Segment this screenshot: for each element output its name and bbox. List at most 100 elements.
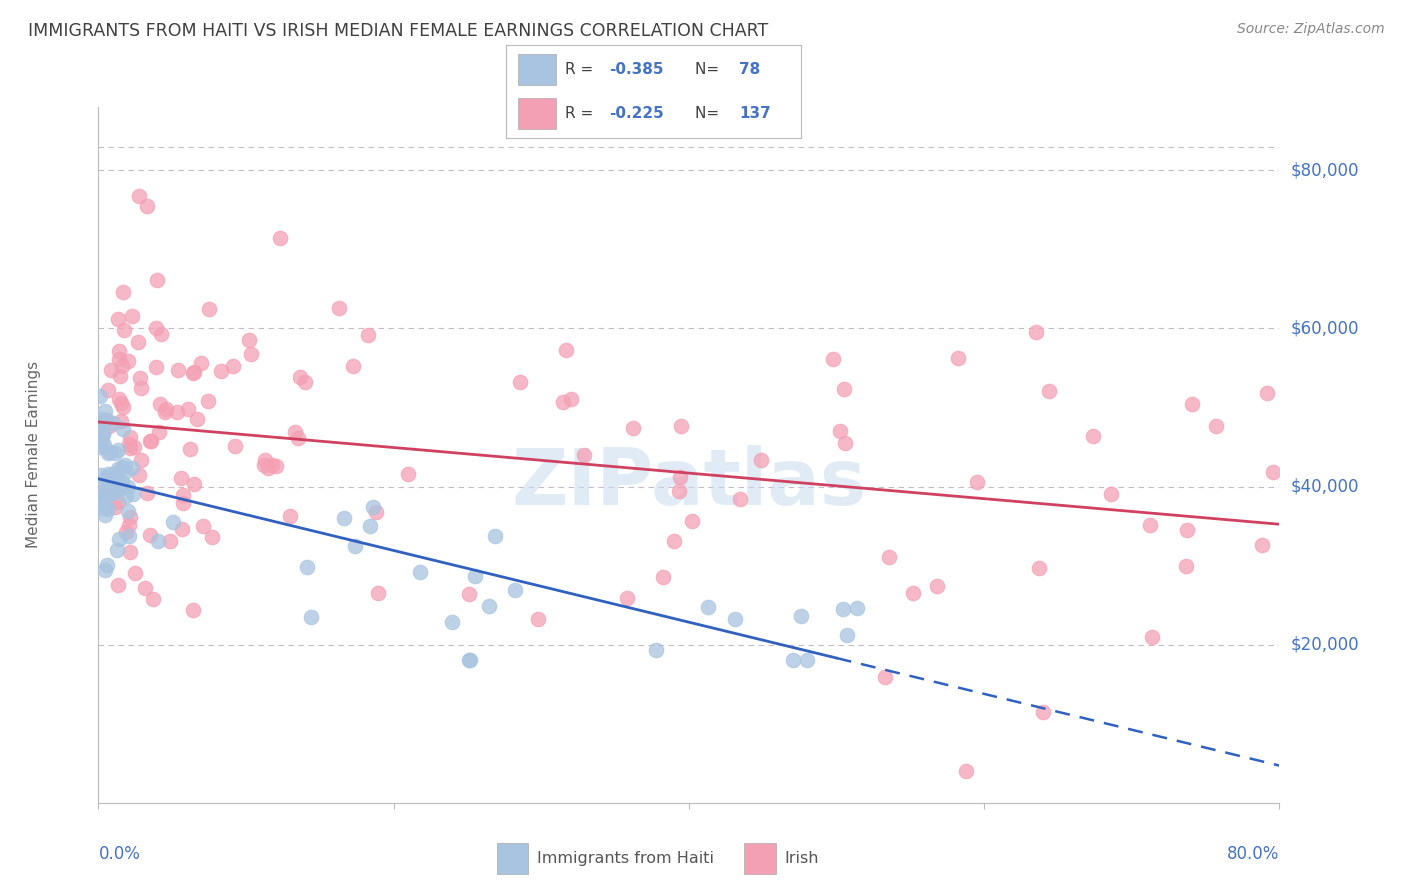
Irish [396, 467, 419, 482]
Irish [1038, 384, 1060, 398]
Irish [269, 231, 291, 245]
Irish [555, 343, 578, 357]
Irish [159, 534, 181, 549]
Text: R =: R = [565, 62, 599, 77]
Immigrants from Haiti [96, 483, 118, 497]
Irish [1081, 429, 1104, 443]
Text: Source: ZipAtlas.com: Source: ZipAtlas.com [1237, 22, 1385, 37]
Irish [191, 519, 214, 533]
Text: 80.0%: 80.0% [1227, 845, 1279, 863]
Text: N=: N= [695, 106, 724, 121]
FancyBboxPatch shape [517, 98, 557, 129]
Immigrants from Haiti [457, 653, 479, 667]
Immigrants from Haiti [100, 481, 122, 495]
FancyBboxPatch shape [517, 54, 557, 85]
Irish [1028, 561, 1050, 575]
Irish [181, 603, 204, 617]
Irish [356, 328, 378, 343]
Irish [145, 359, 167, 374]
Irish [821, 352, 844, 367]
Text: $20,000: $20,000 [1291, 636, 1360, 654]
Irish [104, 483, 127, 497]
Irish [877, 549, 900, 564]
Irish [177, 402, 200, 417]
Irish [239, 347, 262, 361]
Irish [749, 452, 772, 467]
FancyBboxPatch shape [496, 843, 529, 874]
Immigrants from Haiti [89, 440, 111, 454]
Irish [107, 312, 129, 326]
Immigrants from Haiti [148, 534, 170, 549]
Irish [128, 468, 150, 483]
Irish [238, 333, 260, 347]
Text: R =: R = [565, 106, 599, 121]
Irish [1261, 465, 1284, 479]
Irish [150, 327, 173, 342]
Irish [142, 592, 165, 607]
Irish [107, 351, 129, 366]
Immigrants from Haiti [105, 482, 128, 496]
Irish [1025, 325, 1047, 339]
Immigrants from Haiti [97, 502, 120, 516]
Immigrants from Haiti [91, 426, 114, 441]
Immigrants from Haiti [409, 565, 432, 579]
Irish [1205, 418, 1227, 433]
Text: 78: 78 [740, 62, 761, 77]
Irish [129, 453, 152, 467]
Irish [201, 530, 224, 544]
Irish [100, 362, 122, 376]
Immigrants from Haiti [91, 426, 114, 441]
Irish [170, 522, 193, 536]
Irish [110, 396, 132, 410]
Irish [253, 458, 276, 473]
Irish [288, 369, 311, 384]
Immigrants from Haiti [121, 461, 143, 475]
Irish [224, 439, 246, 453]
Irish [120, 545, 142, 559]
Irish [107, 578, 129, 592]
Immigrants from Haiti [97, 482, 120, 496]
Irish [284, 425, 307, 440]
Irish [172, 496, 194, 510]
Irish [1175, 523, 1198, 537]
Irish [108, 343, 131, 358]
Immigrants from Haiti [101, 467, 124, 481]
Immigrants from Haiti [91, 489, 114, 503]
Immigrants from Haiti [837, 628, 859, 642]
Text: -0.225: -0.225 [610, 106, 664, 121]
Irish [135, 486, 157, 500]
Immigrants from Haiti [97, 467, 120, 481]
Irish [948, 351, 970, 365]
Text: $40,000: $40,000 [1291, 477, 1360, 496]
Immigrants from Haiti [503, 582, 526, 597]
Irish [149, 397, 172, 411]
Immigrants from Haiti [89, 389, 111, 403]
Immigrants from Haiti [796, 653, 818, 667]
Irish [153, 405, 176, 419]
Irish [135, 199, 157, 213]
Irish [166, 405, 188, 419]
Immigrants from Haiti [89, 411, 111, 425]
Immigrants from Haiti [333, 511, 356, 525]
Irish [114, 322, 136, 336]
Irish [145, 273, 167, 287]
Immigrants from Haiti [90, 481, 112, 495]
Irish [128, 189, 150, 203]
Immigrants from Haiti [295, 559, 318, 574]
Irish [966, 475, 988, 489]
Irish [172, 488, 194, 502]
Immigrants from Haiti [697, 599, 720, 614]
Irish [668, 470, 690, 484]
Irish [138, 528, 160, 542]
Immigrants from Haiti [101, 486, 124, 500]
Irish [668, 483, 690, 498]
Immigrants from Haiti [114, 465, 136, 479]
Irish [108, 369, 131, 384]
Irish [124, 566, 146, 581]
Irish [681, 514, 703, 528]
Irish [104, 500, 127, 514]
Irish [901, 586, 924, 600]
Immigrants from Haiti [114, 458, 136, 472]
Immigrants from Haiti [478, 599, 501, 613]
Irish [120, 510, 142, 524]
